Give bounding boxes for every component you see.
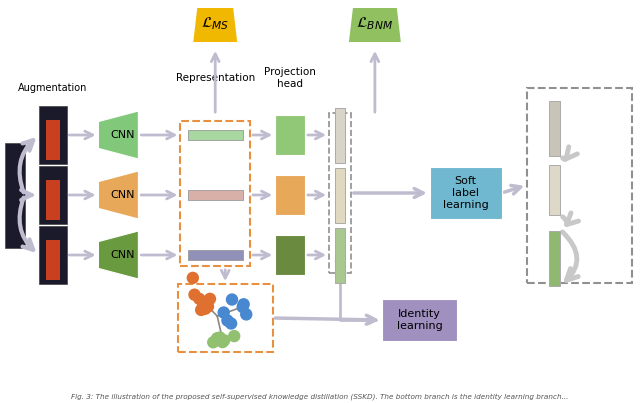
Circle shape — [202, 301, 214, 312]
Bar — [335, 108, 345, 162]
Bar — [335, 168, 345, 222]
Bar — [275, 115, 305, 155]
Bar — [45, 180, 60, 220]
Bar — [188, 190, 243, 200]
Circle shape — [226, 318, 237, 329]
Bar — [335, 228, 345, 283]
Circle shape — [212, 333, 223, 344]
Bar — [178, 284, 273, 352]
Bar — [329, 113, 351, 273]
Circle shape — [205, 293, 216, 304]
Bar — [4, 143, 24, 247]
Bar — [180, 120, 250, 266]
Bar — [188, 130, 243, 140]
Bar — [549, 165, 560, 215]
Polygon shape — [349, 8, 401, 42]
Circle shape — [227, 294, 237, 305]
Text: Fig. 3: The illustration of the proposed self-supervised knowledge distillation : Fig. 3: The illustration of the proposed… — [71, 394, 569, 400]
Circle shape — [189, 289, 200, 300]
Bar — [275, 235, 305, 275]
Bar — [45, 240, 60, 280]
Circle shape — [208, 337, 219, 348]
Text: $\mathcal{L}_{BNM}$: $\mathcal{L}_{BNM}$ — [356, 16, 394, 32]
Circle shape — [212, 333, 223, 344]
Bar — [275, 175, 305, 215]
Circle shape — [217, 337, 228, 347]
Text: CNN: CNN — [110, 250, 134, 260]
Circle shape — [200, 303, 211, 314]
Polygon shape — [99, 231, 138, 279]
Circle shape — [188, 272, 198, 283]
Bar — [549, 231, 560, 285]
Bar — [527, 87, 632, 283]
Polygon shape — [99, 111, 138, 159]
Circle shape — [196, 304, 207, 316]
Text: Representation: Representation — [175, 73, 255, 83]
Bar — [188, 250, 243, 260]
Bar — [38, 166, 67, 224]
Circle shape — [228, 330, 240, 342]
Text: Identity
learning: Identity learning — [397, 309, 443, 331]
Text: Projection
head: Projection head — [264, 67, 316, 89]
Text: CNN: CNN — [110, 190, 134, 200]
Text: $\mathcal{L}_{MS}$: $\mathcal{L}_{MS}$ — [201, 16, 229, 32]
Bar — [45, 120, 60, 160]
Text: CNN: CNN — [110, 130, 134, 140]
Circle shape — [237, 301, 248, 313]
Circle shape — [238, 299, 249, 310]
Text: Augmentation: Augmentation — [18, 83, 87, 93]
Circle shape — [194, 293, 205, 304]
Polygon shape — [193, 8, 237, 42]
Bar — [549, 100, 560, 156]
Circle shape — [218, 307, 229, 318]
Circle shape — [241, 309, 252, 320]
Bar — [382, 299, 457, 341]
Polygon shape — [99, 171, 138, 219]
Circle shape — [198, 297, 209, 308]
Circle shape — [214, 332, 225, 343]
Bar — [38, 106, 67, 164]
Circle shape — [222, 315, 233, 326]
Bar — [38, 226, 67, 284]
Text: Soft
label
learning: Soft label learning — [443, 177, 488, 210]
Circle shape — [219, 335, 230, 346]
Bar — [430, 167, 502, 219]
